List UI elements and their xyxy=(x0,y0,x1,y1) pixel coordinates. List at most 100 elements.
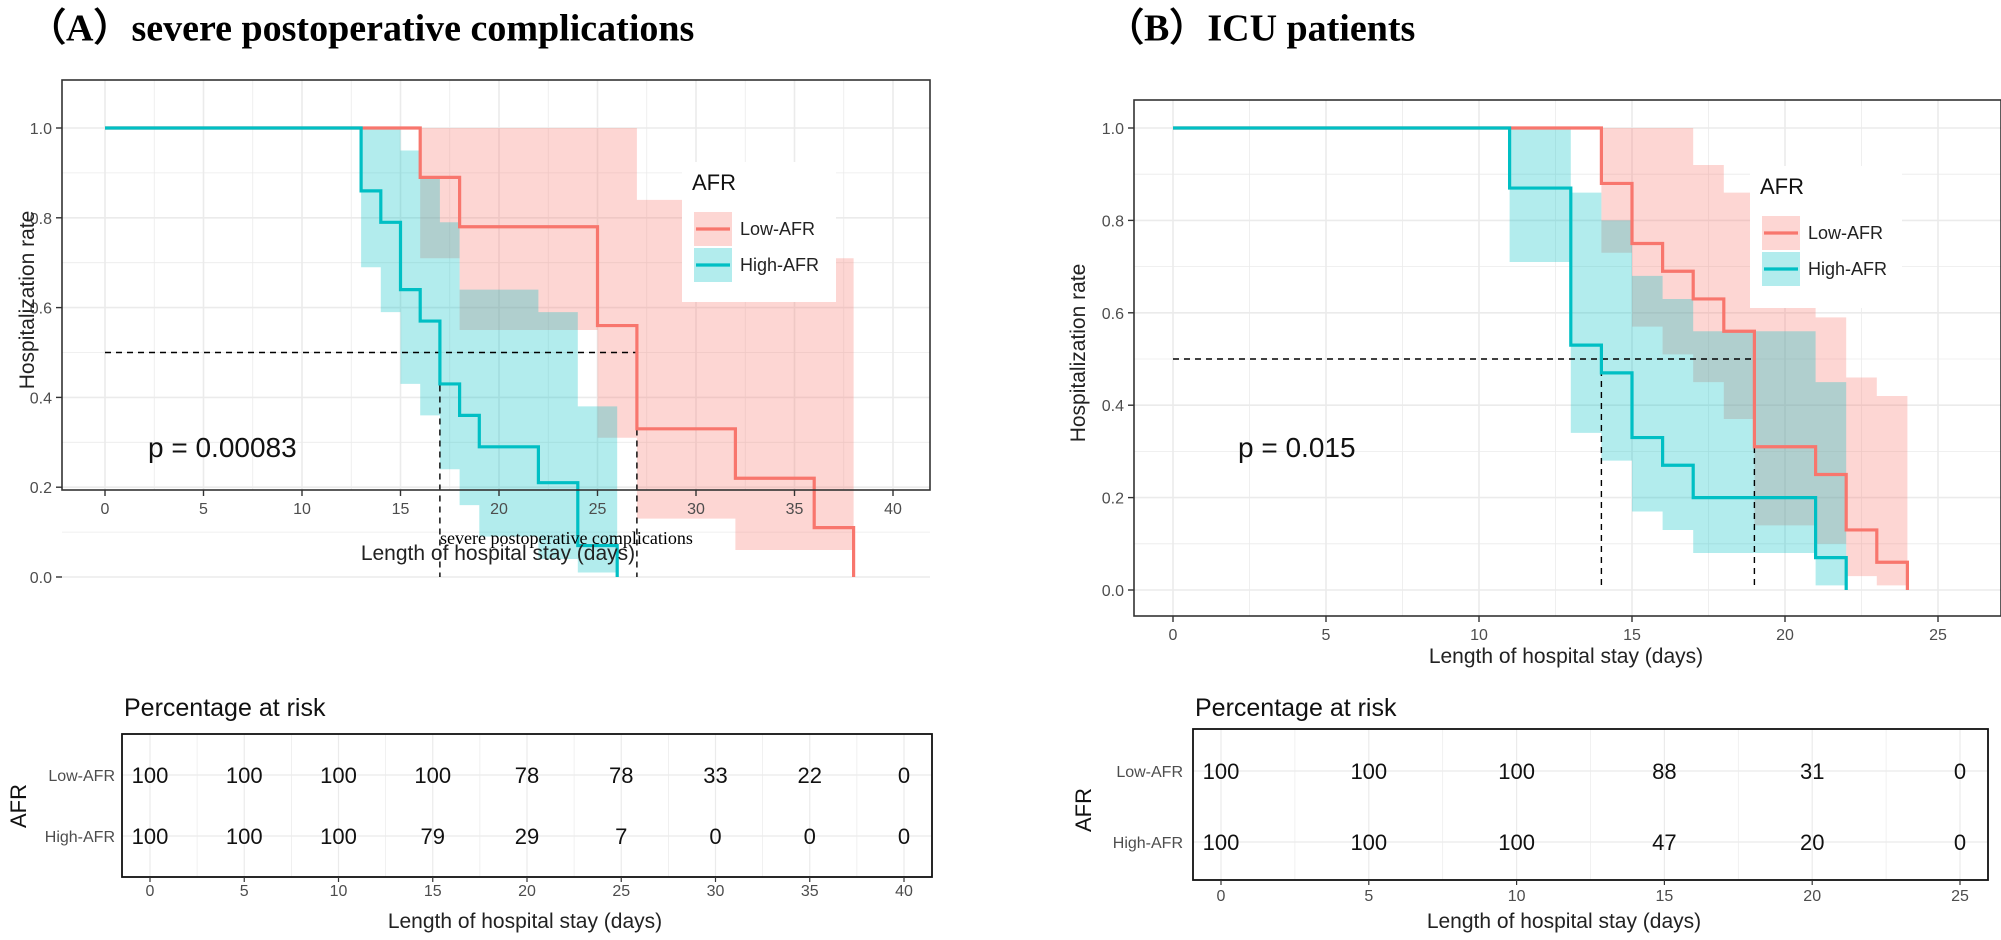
legend-title: AFR xyxy=(1760,174,1804,199)
x-tick-label: 25 xyxy=(589,501,607,518)
x-tick-label: 20 xyxy=(1776,627,1794,644)
risk-y-axis-title: AFR xyxy=(1071,788,1096,832)
risk-value: 100 xyxy=(1498,759,1535,784)
panel-a-border xyxy=(61,79,931,491)
survival-curve-low-afr xyxy=(1173,126,1910,590)
risk-x-tick-label: 20 xyxy=(518,883,536,900)
y-tick-label: 0.4 xyxy=(1102,398,1124,415)
survival-curve-low-afr xyxy=(105,126,856,577)
risk-value: 31 xyxy=(1800,759,1824,784)
y-axis-title: Hospitalization rate xyxy=(16,211,39,390)
x-tick-label: 10 xyxy=(293,501,311,518)
risk-row-label-high-afr: High-AFR xyxy=(45,829,115,846)
survival-curve-high-afr xyxy=(105,126,619,577)
x-tick-label: 35 xyxy=(786,501,804,518)
y-tick-label: 0.0 xyxy=(30,570,52,587)
risk-x-tick-label: 10 xyxy=(330,883,348,900)
risk-value: 100 xyxy=(1203,759,1240,784)
legend-entry-low-afr: Low-AFR xyxy=(740,219,815,239)
x-tick-label: 0 xyxy=(1169,627,1178,644)
p-value: p = 0.00083 xyxy=(148,432,297,463)
risk-value: 0 xyxy=(709,824,721,849)
y-axis-title: Hospitalization rate xyxy=(1067,264,1090,443)
y-tick-label: 0.4 xyxy=(30,390,52,407)
y-tick-label: 0.2 xyxy=(1102,491,1124,508)
risk-x-tick-label: 30 xyxy=(707,883,725,900)
risk-value: 0 xyxy=(804,824,816,849)
risk-x-tick-label: 5 xyxy=(240,883,249,900)
panel-b-title: （B）ICU patients xyxy=(1106,8,1415,50)
risk-value: 100 xyxy=(414,763,451,788)
legend: AFR Low-AFR High-AFR xyxy=(1750,166,1902,308)
risk-x-tick-label: 0 xyxy=(146,883,155,900)
risk-table-b-border xyxy=(1192,728,1989,881)
x-tick-label: 15 xyxy=(392,501,410,518)
risk-value: 0 xyxy=(1954,830,1966,855)
risk-value: 0 xyxy=(898,763,910,788)
y-tick-label: 0.8 xyxy=(1102,213,1124,230)
risk-value: 100 xyxy=(226,824,263,849)
risk-x-axis-title: Length of hospital stay (days) xyxy=(1427,910,1701,933)
risk-x-tick-label: 35 xyxy=(801,883,819,900)
legend-background xyxy=(682,162,836,302)
risk-table-a-title: Percentage at risk xyxy=(124,694,326,722)
y-tick-label: 0.2 xyxy=(30,480,52,497)
risk-value: 33 xyxy=(703,763,727,788)
survival-curve-high-afr xyxy=(1173,126,1848,590)
risk-x-tick-label: 25 xyxy=(612,883,630,900)
x-tick-label: 20 xyxy=(490,501,508,518)
risk-value: 0 xyxy=(898,824,910,849)
risk-value: 100 xyxy=(1203,830,1240,855)
risk-value: 79 xyxy=(421,824,445,849)
risk-value: 100 xyxy=(132,824,169,849)
x-tick-label: 5 xyxy=(1322,627,1331,644)
y-tick-label: 0.0 xyxy=(1102,583,1124,600)
risk-value: 78 xyxy=(515,763,539,788)
risk-x-tick-label: 15 xyxy=(424,883,442,900)
risk-value: 22 xyxy=(798,763,822,788)
risk-value: 47 xyxy=(1652,830,1676,855)
risk-row-label-high-afr: High-AFR xyxy=(1113,835,1183,852)
risk-x-tick-label: 25 xyxy=(1951,888,1969,905)
risk-x-tick-label: 0 xyxy=(1217,888,1226,905)
risk-value: 7 xyxy=(615,824,627,849)
x-tick-label: 0 xyxy=(101,501,110,518)
risk-value: 88 xyxy=(1652,759,1676,784)
x-tick-label: 5 xyxy=(199,501,208,518)
legend-background xyxy=(1750,166,1902,308)
risk-value: 29 xyxy=(515,824,539,849)
y-tick-label: 1.0 xyxy=(1102,121,1124,138)
median-annotation: severe postoperative complications xyxy=(440,528,693,548)
x-tick-label: 10 xyxy=(1470,627,1488,644)
risk-value: 78 xyxy=(609,763,633,788)
risk-value: 100 xyxy=(1498,830,1535,855)
risk-value: 20 xyxy=(1800,830,1824,855)
x-tick-label: 30 xyxy=(687,501,705,518)
panel-a-title: （A）severe postoperative complications xyxy=(28,8,694,50)
risk-x-tick-label: 10 xyxy=(1508,888,1526,905)
legend: AFR Low-AFR High-AFR xyxy=(682,162,836,302)
x-axis-title: Length of hospital stay (days) xyxy=(361,542,635,565)
risk-x-tick-label: 40 xyxy=(895,883,913,900)
risk-value: 100 xyxy=(132,763,169,788)
risk-x-axis-title: Length of hospital stay (days) xyxy=(388,910,662,933)
y-tick-label: 0.6 xyxy=(30,301,52,318)
risk-value: 100 xyxy=(320,824,357,849)
legend-entry-low-afr: Low-AFR xyxy=(1808,223,1883,243)
risk-x-tick-label: 20 xyxy=(1803,888,1821,905)
y-tick-label: 0.6 xyxy=(1102,306,1124,323)
legend-entry-high-afr: High-AFR xyxy=(740,255,819,275)
x-tick-label: 25 xyxy=(1929,627,1947,644)
risk-value: 100 xyxy=(226,763,263,788)
risk-table-b-title: Percentage at risk xyxy=(1195,694,1397,722)
risk-value: 100 xyxy=(1350,830,1387,855)
risk-value: 100 xyxy=(320,763,357,788)
risk-x-tick-label: 15 xyxy=(1656,888,1674,905)
y-tick-label: 0.8 xyxy=(30,211,52,228)
p-value: p = 0.015 xyxy=(1238,432,1356,463)
risk-value: 100 xyxy=(1350,759,1387,784)
x-axis-title: Length of hospital stay (days) xyxy=(1429,645,1703,668)
risk-row-label-low-afr: Low-AFR xyxy=(1116,764,1183,781)
legend-title: AFR xyxy=(692,170,736,195)
